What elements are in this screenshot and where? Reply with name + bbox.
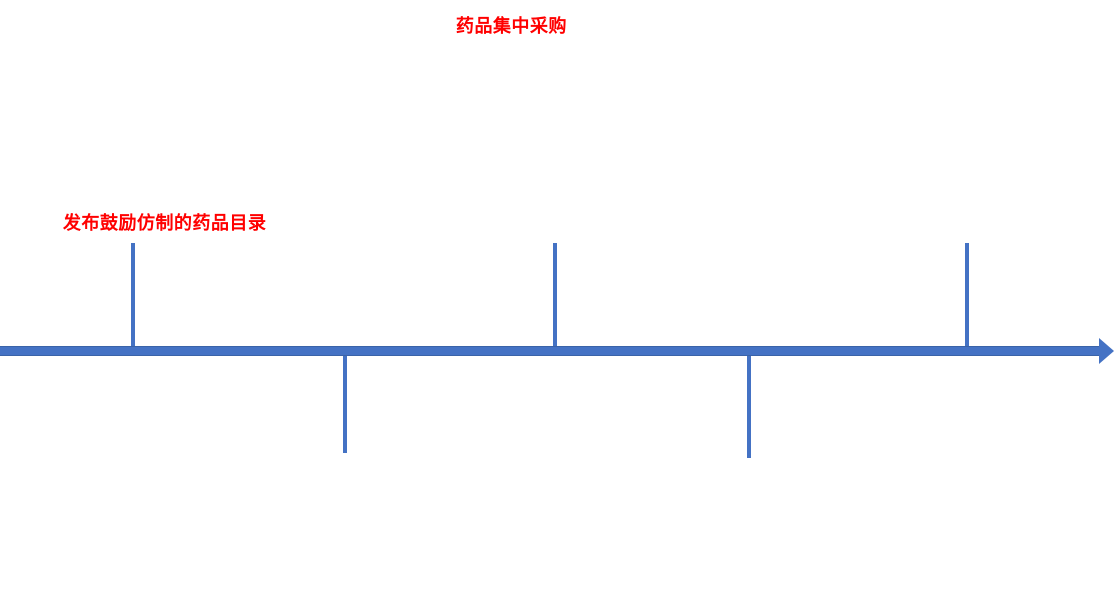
- timeline-tick-up: [965, 243, 969, 351]
- diagram-title: 药品集中采购: [456, 16, 567, 36]
- timeline-tick-up: [131, 243, 135, 351]
- timeline-tick-up: [553, 243, 557, 351]
- timeline-tick-down: [747, 351, 751, 458]
- timeline-arrowhead-icon: [1099, 338, 1114, 364]
- event-label-encourage-generics: 发布鼓励仿制的药品目录: [63, 213, 267, 233]
- timeline-axis-bar: [0, 346, 1099, 356]
- timeline-tick-down: [343, 351, 347, 453]
